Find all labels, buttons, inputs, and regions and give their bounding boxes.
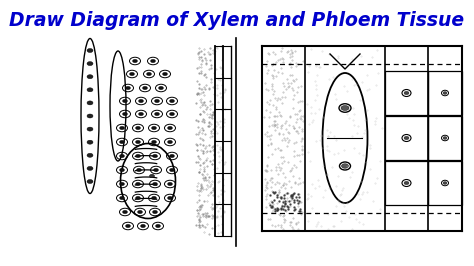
Ellipse shape	[137, 168, 142, 172]
Ellipse shape	[155, 112, 159, 116]
Ellipse shape	[119, 126, 125, 130]
Ellipse shape	[443, 136, 447, 139]
Ellipse shape	[87, 48, 93, 52]
Ellipse shape	[136, 126, 140, 130]
Ellipse shape	[119, 140, 125, 144]
Bar	[428, 161, 462, 205]
Ellipse shape	[87, 127, 93, 131]
Ellipse shape	[170, 168, 174, 172]
Ellipse shape	[153, 154, 157, 158]
Ellipse shape	[170, 112, 174, 116]
Ellipse shape	[167, 140, 173, 144]
Text: Draw Diagram of Xylem and Phloem Tissue: Draw Diagram of Xylem and Phloem Tissue	[9, 11, 465, 30]
Bar	[428, 71, 462, 115]
Ellipse shape	[404, 181, 409, 185]
Ellipse shape	[122, 99, 128, 103]
Ellipse shape	[87, 167, 93, 171]
Ellipse shape	[87, 101, 93, 105]
Ellipse shape	[158, 86, 164, 90]
Ellipse shape	[152, 126, 156, 130]
Ellipse shape	[404, 136, 409, 140]
Ellipse shape	[122, 112, 128, 116]
Ellipse shape	[146, 72, 152, 76]
Ellipse shape	[341, 106, 349, 110]
Ellipse shape	[143, 86, 147, 90]
Ellipse shape	[133, 59, 137, 63]
Ellipse shape	[119, 196, 125, 200]
Ellipse shape	[126, 224, 130, 228]
Ellipse shape	[155, 99, 159, 103]
Ellipse shape	[167, 126, 173, 130]
Ellipse shape	[87, 75, 93, 79]
Ellipse shape	[87, 62, 93, 66]
Ellipse shape	[167, 182, 173, 186]
Ellipse shape	[126, 86, 130, 90]
Ellipse shape	[152, 140, 156, 144]
Ellipse shape	[170, 99, 174, 103]
Ellipse shape	[151, 59, 155, 63]
Bar	[385, 116, 428, 160]
Ellipse shape	[87, 114, 93, 118]
Ellipse shape	[404, 91, 409, 95]
Ellipse shape	[136, 154, 140, 158]
Ellipse shape	[167, 196, 173, 200]
Bar	[428, 116, 462, 160]
Ellipse shape	[87, 88, 93, 92]
Ellipse shape	[153, 210, 157, 214]
Ellipse shape	[149, 174, 155, 178]
Ellipse shape	[443, 181, 447, 185]
Ellipse shape	[122, 210, 128, 214]
Ellipse shape	[443, 92, 447, 94]
Ellipse shape	[87, 180, 93, 184]
Ellipse shape	[136, 182, 140, 186]
Ellipse shape	[119, 182, 125, 186]
Ellipse shape	[140, 224, 146, 228]
Ellipse shape	[87, 153, 93, 157]
Bar	[385, 161, 428, 205]
Ellipse shape	[119, 168, 125, 172]
Bar	[385, 71, 428, 115]
Ellipse shape	[152, 196, 156, 200]
Ellipse shape	[170, 154, 174, 158]
Ellipse shape	[138, 112, 144, 116]
Ellipse shape	[155, 224, 161, 228]
Ellipse shape	[129, 72, 135, 76]
Ellipse shape	[163, 72, 167, 76]
Ellipse shape	[87, 140, 93, 144]
Ellipse shape	[119, 154, 125, 158]
Ellipse shape	[153, 182, 157, 186]
Ellipse shape	[137, 210, 143, 214]
Ellipse shape	[136, 140, 140, 144]
Ellipse shape	[341, 164, 348, 168]
Ellipse shape	[154, 168, 158, 172]
Ellipse shape	[138, 99, 144, 103]
Ellipse shape	[136, 196, 140, 200]
